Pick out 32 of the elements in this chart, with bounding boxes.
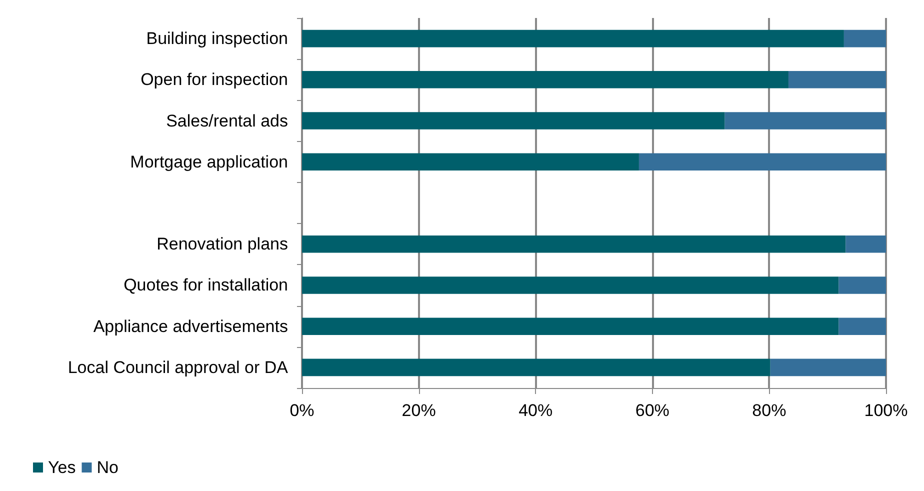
bar bbox=[302, 358, 770, 376]
x-tick-label: 0% bbox=[290, 401, 314, 420]
y-tick-label: Renovation plans bbox=[156, 234, 288, 254]
bar bbox=[838, 318, 886, 335]
bar bbox=[844, 30, 886, 48]
y-tick-label: Local Council approval or DA bbox=[68, 358, 289, 377]
y-tick-label: Appliance advertisements bbox=[93, 316, 288, 336]
bar bbox=[788, 71, 886, 88]
x-tick-label: 40% bbox=[518, 401, 553, 420]
bar bbox=[302, 71, 788, 88]
y-tick-label: Sales/rental ads bbox=[166, 111, 288, 130]
legend-label: Yes bbox=[48, 458, 76, 477]
x-tick-label: 60% bbox=[635, 401, 670, 420]
bar bbox=[724, 112, 886, 130]
legend-label: No bbox=[96, 458, 118, 477]
y-tick-label: Open for inspection bbox=[140, 70, 288, 90]
y-tick-label: Quotes for installation bbox=[124, 276, 288, 295]
x-tick-label: 20% bbox=[402, 401, 436, 420]
bar bbox=[302, 112, 725, 130]
bar bbox=[302, 318, 839, 335]
bar bbox=[770, 358, 886, 376]
bar bbox=[638, 153, 886, 171]
bar bbox=[302, 30, 844, 48]
y-tick-label: Mortgage application bbox=[130, 152, 288, 172]
y-tick-label: Building inspection bbox=[146, 29, 288, 48]
x-tick-label: 100% bbox=[864, 401, 908, 420]
bar bbox=[302, 235, 846, 253]
bar bbox=[302, 153, 639, 171]
bar bbox=[302, 276, 839, 294]
x-tick-label: 80% bbox=[752, 401, 786, 420]
bar bbox=[838, 276, 886, 294]
bar bbox=[846, 235, 886, 253]
